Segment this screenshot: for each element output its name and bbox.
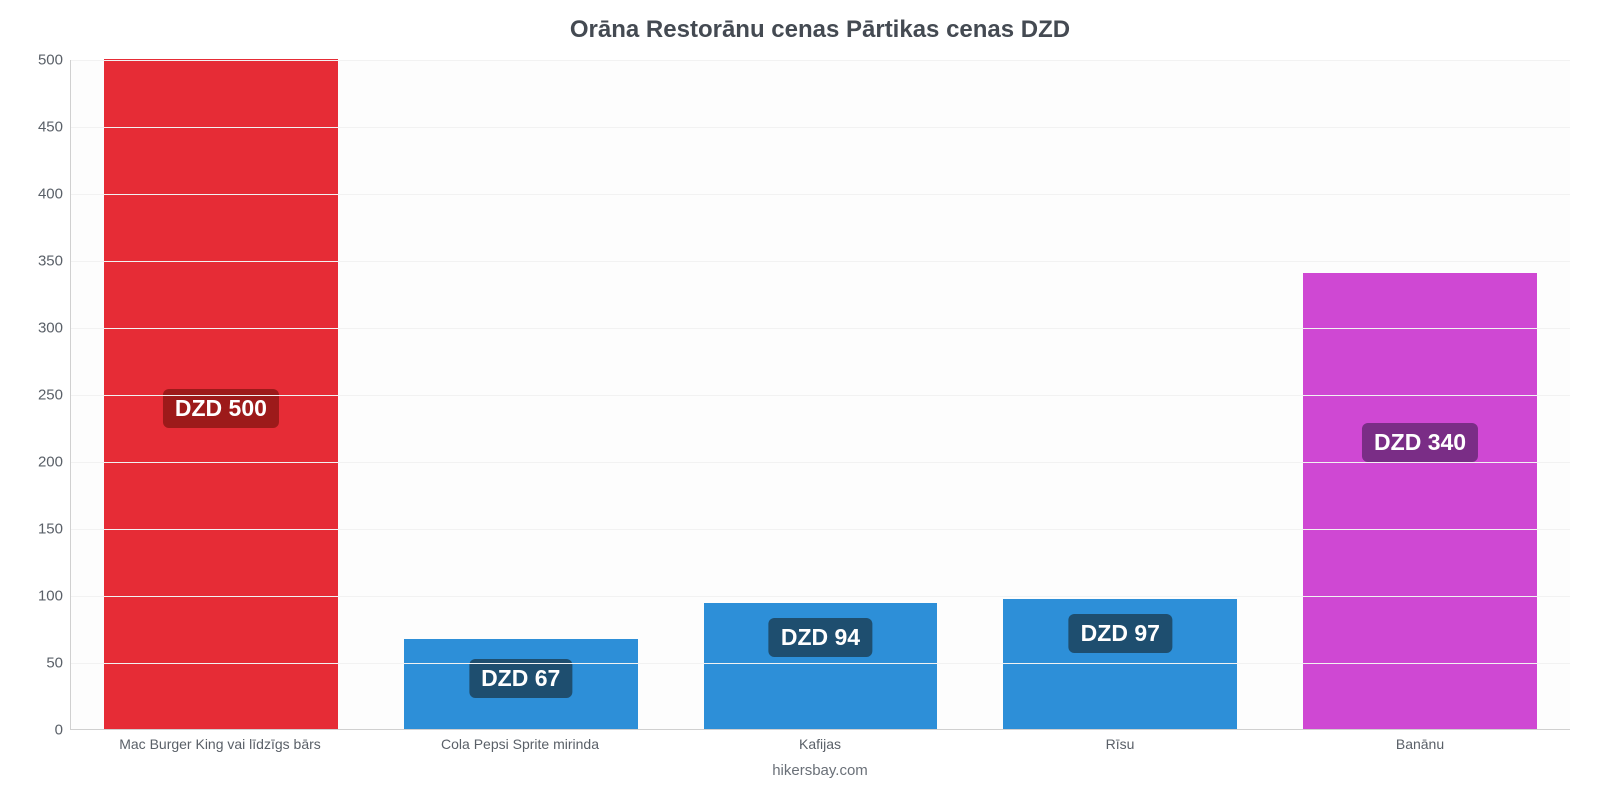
y-tick-label: 400 (23, 186, 63, 203)
x-tick-label: Kafijas (670, 736, 970, 752)
x-axis: Mac Burger King vai līdzīgs bārsCola Pep… (70, 736, 1570, 752)
y-tick-label: 200 (23, 454, 63, 471)
y-tick-label: 0 (23, 722, 63, 739)
y-tick-label: 100 (23, 588, 63, 605)
y-tick-label: 500 (23, 52, 63, 69)
gridline (71, 462, 1570, 463)
gridline (71, 529, 1570, 530)
gridline (71, 194, 1570, 195)
value-badge: DZD 67 (469, 659, 572, 698)
gridline (71, 127, 1570, 128)
gridline (71, 596, 1570, 597)
value-badge: DZD 94 (769, 618, 872, 657)
plot-area: DZD 500DZD 67DZD 94DZD 97DZD 340 0501001… (70, 60, 1570, 730)
x-tick-label: Rīsu (970, 736, 1270, 752)
bar: DZD 94 (704, 603, 938, 729)
bar: DZD 97 (1003, 599, 1237, 729)
value-badge: DZD 97 (1069, 614, 1172, 653)
gridline (71, 663, 1570, 664)
chart-container: Orāna Restorānu cenas Pārtikas cenas DZD… (0, 0, 1600, 800)
x-tick-label: Mac Burger King vai līdzīgs bārs (70, 736, 370, 752)
x-tick-label: Cola Pepsi Sprite mirinda (370, 736, 670, 752)
bar: DZD 340 (1303, 273, 1537, 729)
gridline (71, 261, 1570, 262)
y-tick-label: 250 (23, 387, 63, 404)
value-badge: DZD 340 (1362, 423, 1478, 462)
x-tick-label: Banānu (1270, 736, 1570, 752)
gridline (71, 60, 1570, 61)
chart-source: hikersbay.com (70, 762, 1570, 779)
y-tick-label: 150 (23, 521, 63, 538)
y-tick-label: 450 (23, 119, 63, 136)
y-tick-label: 350 (23, 253, 63, 270)
y-tick-label: 300 (23, 320, 63, 337)
chart-title: Orāna Restorānu cenas Pārtikas cenas DZD (70, 16, 1570, 44)
bar: DZD 67 (404, 639, 638, 729)
y-tick-label: 50 (23, 655, 63, 672)
gridline (71, 395, 1570, 396)
bar: DZD 500 (104, 59, 338, 729)
gridline (71, 328, 1570, 329)
